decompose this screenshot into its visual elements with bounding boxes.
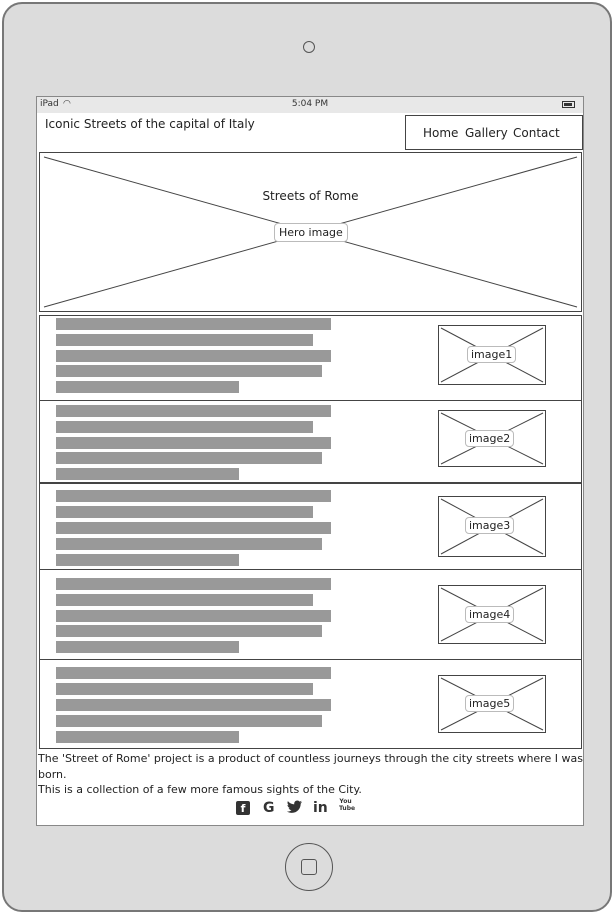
article-3: image3 xyxy=(39,482,582,570)
linkedin-icon[interactable]: in xyxy=(313,800,328,816)
text-placeholder-bar xyxy=(56,365,322,377)
status-bar: iPad ◠ 5:04 PM xyxy=(37,97,583,113)
site-title: Iconic Streets of the capital of Italy xyxy=(45,117,255,131)
text-placeholder-bar xyxy=(56,452,322,464)
social-links: f G in You Tube xyxy=(236,798,376,818)
image-placeholder: image4 xyxy=(438,585,546,644)
text-placeholder-bar xyxy=(56,610,331,622)
hero-title: Streets of Rome xyxy=(262,189,359,203)
text-placeholder-bar xyxy=(56,381,239,393)
screen: iPad ◠ 5:04 PM Iconic Streets of the cap… xyxy=(36,96,584,826)
nav-home[interactable]: Home xyxy=(423,126,459,140)
text-placeholder-bar xyxy=(56,594,313,606)
text-placeholder-bar xyxy=(56,318,331,330)
text-placeholder-bar xyxy=(56,554,239,566)
text-placeholder-bar xyxy=(56,350,331,362)
text-placeholder-bar xyxy=(56,578,331,590)
image-placeholder: image3 xyxy=(438,496,546,557)
text-placeholder-bar xyxy=(56,667,331,679)
carrier-label: iPad xyxy=(40,99,59,109)
text-placeholder-bar xyxy=(56,421,313,433)
text-placeholder-bar xyxy=(56,538,322,550)
text-placeholder-bar xyxy=(56,731,239,743)
article-4: image4 xyxy=(39,569,582,660)
text-placeholder-bar xyxy=(56,405,331,417)
article-1: image1 xyxy=(39,315,582,401)
clock: 5:04 PM xyxy=(291,99,329,109)
youtube-icon[interactable]: You Tube xyxy=(339,798,356,812)
image-label: image2 xyxy=(465,430,515,447)
hero-section: Streets of Rome Hero image xyxy=(39,152,582,312)
image-placeholder: image2 xyxy=(438,410,546,467)
twitter-icon[interactable] xyxy=(287,800,303,818)
home-button[interactable] xyxy=(285,843,333,891)
text-placeholder-bar xyxy=(56,625,322,637)
image-label: image3 xyxy=(465,517,515,534)
camera-icon xyxy=(303,41,315,53)
footer-text-line-2: This is a collection of a few more famou… xyxy=(38,783,362,796)
text-placeholder-bar xyxy=(56,490,331,502)
nav-bar: Home Gallery Contact xyxy=(405,115,583,150)
facebook-icon[interactable]: f xyxy=(236,801,250,815)
text-placeholder-bar xyxy=(56,334,313,346)
text-placeholder-bar xyxy=(56,715,322,727)
text-placeholder-bar xyxy=(56,437,331,449)
article-5: image5 xyxy=(39,659,582,749)
article-2: image2 xyxy=(39,400,582,484)
footer-description: The 'Street of Rome' project is a produc… xyxy=(38,751,583,798)
image-placeholder: image1 xyxy=(438,325,546,385)
image-label: image5 xyxy=(465,695,515,712)
image-placeholder: image5 xyxy=(438,675,546,733)
footer-text-line-1: The 'Street of Rome' project is a produc… xyxy=(38,752,583,781)
text-placeholder-bar xyxy=(56,641,239,653)
nav-gallery[interactable]: Gallery xyxy=(465,126,508,140)
nav-contact[interactable]: Contact xyxy=(513,126,560,140)
text-placeholder-bar xyxy=(56,522,331,534)
wifi-icon: ◠ xyxy=(63,99,71,109)
text-placeholder-bar xyxy=(56,683,313,695)
image-label: image4 xyxy=(465,606,515,623)
battery-icon xyxy=(562,101,575,108)
hero-image-label: Hero image xyxy=(274,223,348,242)
image-label: image1 xyxy=(467,346,517,363)
text-placeholder-bar xyxy=(56,468,239,480)
text-placeholder-bar xyxy=(56,506,313,518)
google-icon[interactable]: G xyxy=(263,800,275,816)
home-button-icon xyxy=(301,859,317,875)
text-placeholder-bar xyxy=(56,699,331,711)
